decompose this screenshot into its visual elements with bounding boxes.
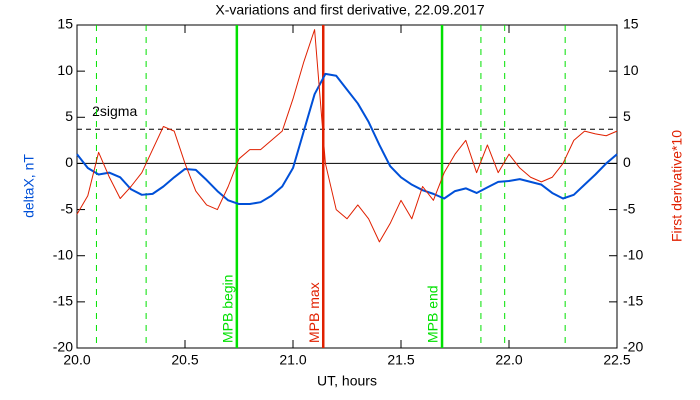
y-tick-label: -5 — [61, 200, 74, 216]
y2-tick-label: -10 — [623, 246, 643, 262]
x-tick-label: 21.5 — [387, 352, 414, 368]
x-tick-label: 20.5 — [171, 352, 198, 368]
y2-tick-label: 10 — [623, 62, 639, 78]
event-label: MPB max — [306, 282, 322, 343]
x-axis-label: UT, hours — [317, 373, 377, 389]
y2-tick-label: 5 — [623, 108, 631, 124]
y-tick-label: 10 — [57, 62, 73, 78]
chart-title: X-variations and first derivative, 22.09… — [215, 2, 484, 18]
y-tick-label: 5 — [65, 108, 73, 124]
y2-tick-label: -15 — [623, 293, 643, 309]
event-label: MPB begin — [220, 275, 236, 343]
x-tick-label: 21.0 — [279, 352, 306, 368]
y-tick-label: -10 — [53, 246, 73, 262]
y-tick-label: 0 — [65, 154, 73, 170]
y2-tick-label: 15 — [623, 16, 639, 32]
y2-tick-label: -5 — [623, 200, 636, 216]
plot-frame — [76, 24, 618, 349]
reference-label: 2sigma — [92, 103, 137, 119]
x-tick-label: 20.0 — [63, 352, 90, 368]
event-label: MPB end — [425, 285, 441, 343]
data-line — [76, 72, 618, 206]
y-axis-label: deltaX, nT — [21, 154, 37, 218]
y2-tick-label: -20 — [623, 339, 643, 355]
y2-axis-label: First derivative*10 — [669, 130, 685, 242]
y-tick-label: -15 — [53, 293, 73, 309]
data-line — [76, 29, 618, 243]
y-tick-label: 15 — [57, 16, 73, 32]
x-tick-label: 22.0 — [495, 352, 522, 368]
y-tick-label: -20 — [53, 339, 73, 355]
x-tick-label: 22.5 — [603, 352, 630, 368]
y2-tick-label: 0 — [623, 154, 631, 170]
